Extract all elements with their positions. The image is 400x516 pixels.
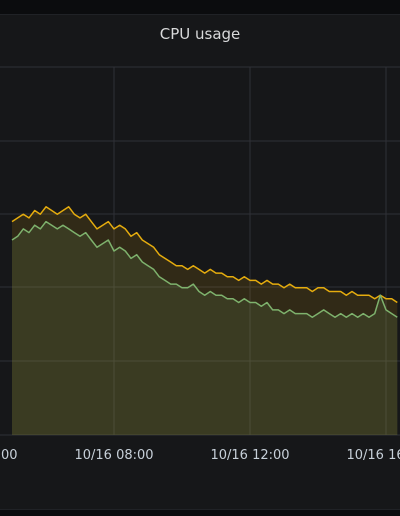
x-axis-ticks: 10/16 04:00 10/16 08:00 10/16 12:00 10/16 1… (0, 448, 400, 463)
series-line-1 (11, 220, 398, 318)
chart-grid (0, 66, 400, 436)
x-tick-label-3: 10/16 16:00 (346, 448, 400, 463)
series-area-0 (12, 206, 398, 435)
cpu-usage-chart: 10/16 04:00 10/16 08:00 10/16 12:00 10/16 1… (0, 66, 400, 463)
series-line-0 (11, 206, 398, 304)
panel-title[interactable]: CPU usage (159, 25, 241, 43)
chart-series (11, 206, 398, 435)
cpu-usage-panel: CPU usage 10/16 04:00 10/16 08:00 10/16 12… (0, 14, 400, 510)
x-tick-label-2: 10/16 12:00 (210, 448, 289, 463)
x-tick-label-0: 10/16 04:00 (0, 448, 18, 463)
series-area-1 (12, 221, 398, 435)
x-tick-label-1: 10/16 08:00 (74, 448, 153, 463)
